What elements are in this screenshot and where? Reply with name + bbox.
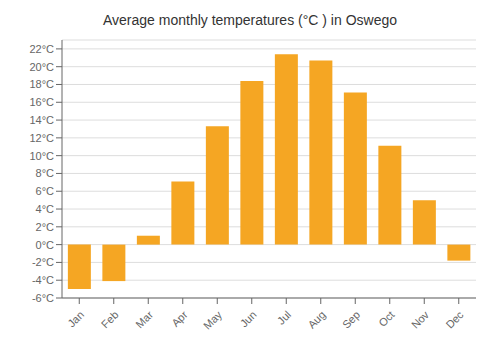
svg-text:2°C: 2°C: [36, 221, 55, 233]
svg-text:Nov: Nov: [409, 308, 432, 331]
svg-text:Apr: Apr: [169, 308, 190, 329]
svg-text:-6°C: -6°C: [32, 292, 54, 304]
svg-text:-2°C: -2°C: [32, 256, 54, 268]
svg-text:6°C: 6°C: [36, 185, 55, 197]
svg-text:14°C: 14°C: [29, 114, 54, 126]
svg-text:Mar: Mar: [133, 308, 155, 330]
svg-text:0°C: 0°C: [36, 239, 55, 251]
svg-text:18°C: 18°C: [29, 78, 54, 90]
svg-text:8°C: 8°C: [36, 167, 55, 179]
svg-text:20°C: 20°C: [29, 61, 54, 73]
svg-text:Jan: Jan: [65, 308, 86, 329]
svg-text:-4°C: -4°C: [32, 274, 54, 286]
svg-text:Jul: Jul: [275, 308, 293, 326]
svg-text:12°C: 12°C: [29, 132, 54, 144]
svg-text:Oct: Oct: [376, 308, 397, 329]
svg-text:Jun: Jun: [238, 308, 259, 329]
svg-text:10°C: 10°C: [29, 150, 54, 162]
html-text:Average monthly temperatures (: Average monthly temperatures (°C ) in Os…: [103, 12, 397, 28]
svg-text:16°C: 16°C: [29, 96, 54, 108]
svg-text:Aug: Aug: [305, 308, 327, 330]
svg-text:4°C: 4°C: [36, 203, 55, 215]
svg-text:Sep: Sep: [340, 308, 362, 330]
svg-text:Dec: Dec: [443, 308, 466, 331]
svg-text:Feb: Feb: [99, 308, 121, 330]
svg-text:22°C: 22°C: [29, 43, 54, 55]
svg-text:May: May: [201, 308, 225, 332]
